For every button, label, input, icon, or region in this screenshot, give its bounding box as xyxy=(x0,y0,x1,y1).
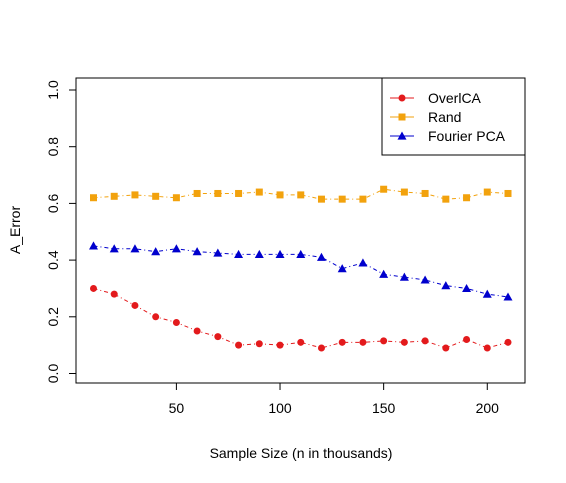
data-point xyxy=(214,189,222,197)
data-point xyxy=(152,313,160,321)
data-point xyxy=(109,244,119,253)
x-axis: 50 100 150 200 xyxy=(169,382,500,416)
data-point xyxy=(317,195,325,203)
data-point xyxy=(151,247,161,256)
data-point xyxy=(359,195,367,203)
data-point xyxy=(110,192,118,200)
data-point xyxy=(110,290,118,298)
legend-item: OverlCA xyxy=(390,90,482,106)
y-tick-label: 0.8 xyxy=(45,137,61,157)
data-point xyxy=(297,338,305,346)
data-point xyxy=(503,292,513,301)
data-point xyxy=(235,189,243,197)
data-point xyxy=(504,189,512,197)
y-tick-label: 0.0 xyxy=(45,364,61,384)
data-point xyxy=(89,241,98,250)
data-point xyxy=(483,344,491,352)
legend-label: OverlCA xyxy=(428,90,482,106)
data-point xyxy=(421,337,429,345)
legend-item: Rand xyxy=(390,109,461,125)
data-point xyxy=(255,340,263,348)
data-point xyxy=(483,188,491,196)
data-point xyxy=(152,192,160,200)
data-point xyxy=(90,284,97,292)
series-overlca xyxy=(90,284,512,352)
y-tick-label: 0.6 xyxy=(45,193,61,213)
series-fourier-pca xyxy=(89,241,513,301)
series-line xyxy=(93,287,509,349)
data-point xyxy=(400,188,408,196)
y-tick-label: 0.2 xyxy=(45,307,61,327)
legend: OverlCA Rand Fourier PCA xyxy=(381,77,526,156)
data-point xyxy=(380,337,388,345)
series-line xyxy=(93,188,509,200)
data-point xyxy=(172,318,180,326)
data-point xyxy=(482,289,492,298)
data-point xyxy=(462,283,472,293)
data-point xyxy=(275,249,285,259)
legend-marker xyxy=(398,94,406,102)
data-point xyxy=(254,249,264,259)
data-point xyxy=(193,327,201,335)
data-point xyxy=(379,269,389,278)
legend-marker xyxy=(398,113,406,121)
data-point xyxy=(131,191,139,199)
data-point xyxy=(131,301,139,309)
legend-label: Fourier PCA xyxy=(428,128,506,144)
x-tick-label: 100 xyxy=(268,400,292,416)
data-point xyxy=(234,249,244,259)
data-point xyxy=(193,189,201,197)
y-tick-label: 1.0 xyxy=(45,80,61,100)
data-point xyxy=(504,338,512,346)
legend-marker xyxy=(397,131,407,140)
data-point xyxy=(90,194,97,202)
y-axis: 0.0 0.2 0.4 0.6 0.8 1.0 xyxy=(45,80,77,384)
x-axis-label: Sample Size (n in thousands) xyxy=(210,445,393,461)
data-point xyxy=(235,341,243,349)
data-point xyxy=(276,341,284,349)
data-point xyxy=(192,247,202,256)
data-point xyxy=(442,344,450,352)
data-point xyxy=(420,275,430,284)
data-point xyxy=(171,244,181,253)
legend-item: Fourier PCA xyxy=(390,128,506,144)
x-tick-label: 200 xyxy=(476,400,500,416)
data-point xyxy=(276,191,284,199)
series-line xyxy=(93,245,509,298)
data-point xyxy=(442,195,450,203)
series-rand xyxy=(90,185,512,203)
data-point xyxy=(296,249,306,259)
data-point xyxy=(380,185,388,193)
data-point xyxy=(214,333,222,341)
data-point xyxy=(338,338,346,346)
data-point xyxy=(316,252,326,261)
data-point xyxy=(463,335,471,343)
data-point xyxy=(297,191,305,199)
y-tick-label: 0.4 xyxy=(45,250,61,270)
data-point xyxy=(358,258,368,267)
data-point xyxy=(255,188,263,196)
data-point xyxy=(441,281,451,290)
data-point xyxy=(338,195,346,203)
data-point xyxy=(400,338,408,346)
data-point xyxy=(317,344,325,352)
data-point xyxy=(463,194,471,202)
data-point xyxy=(399,272,409,281)
data-point xyxy=(130,244,140,253)
data-point xyxy=(213,248,223,257)
data-point xyxy=(172,194,180,202)
x-tick-label: 150 xyxy=(372,400,396,416)
series-layer xyxy=(89,185,513,352)
x-tick-label: 50 xyxy=(169,400,185,416)
data-point xyxy=(337,264,347,273)
data-point xyxy=(359,338,367,346)
data-point xyxy=(421,189,429,197)
y-axis-label: A_Error xyxy=(7,206,23,255)
legend-label: Rand xyxy=(428,109,461,125)
